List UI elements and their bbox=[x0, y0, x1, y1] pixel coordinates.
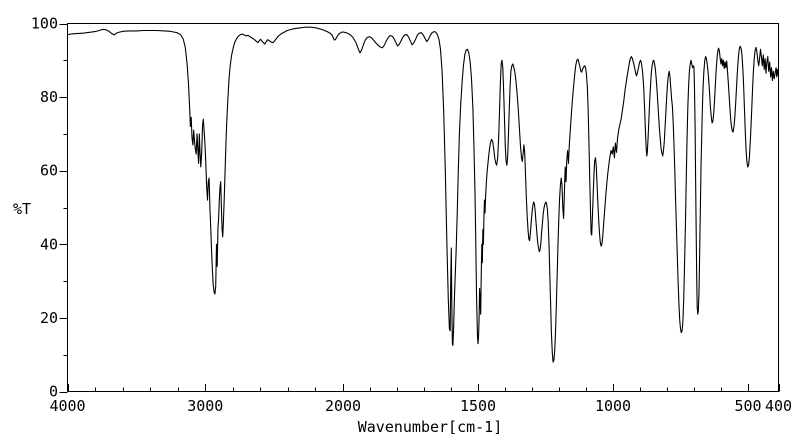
x-tick-label-3000: 3000 bbox=[187, 397, 223, 415]
x-tick-label-1500: 1500 bbox=[460, 397, 496, 415]
x-axis-title: Wavenumber[cm-1] bbox=[357, 418, 503, 436]
y-tick-label-40: 40 bbox=[40, 235, 58, 253]
y-axis-title: %T bbox=[13, 200, 32, 218]
x-tick-label-1000: 1000 bbox=[595, 397, 631, 415]
spectrum-trace bbox=[66, 26, 780, 363]
y-tick-label-80: 80 bbox=[40, 88, 58, 106]
y-tick-label-100: 100 bbox=[31, 15, 58, 33]
plot-border bbox=[67, 23, 779, 392]
x-tick-label-2000: 2000 bbox=[325, 397, 361, 415]
x-tick-label-400: 400 bbox=[765, 397, 792, 415]
y-tick-label-60: 60 bbox=[40, 162, 58, 180]
y-tick-label-20: 20 bbox=[40, 309, 58, 327]
x-tick-label-500: 500 bbox=[734, 397, 761, 415]
x-tick-label-4000: 4000 bbox=[49, 397, 85, 415]
y-tick-label-0: 0 bbox=[49, 383, 58, 401]
